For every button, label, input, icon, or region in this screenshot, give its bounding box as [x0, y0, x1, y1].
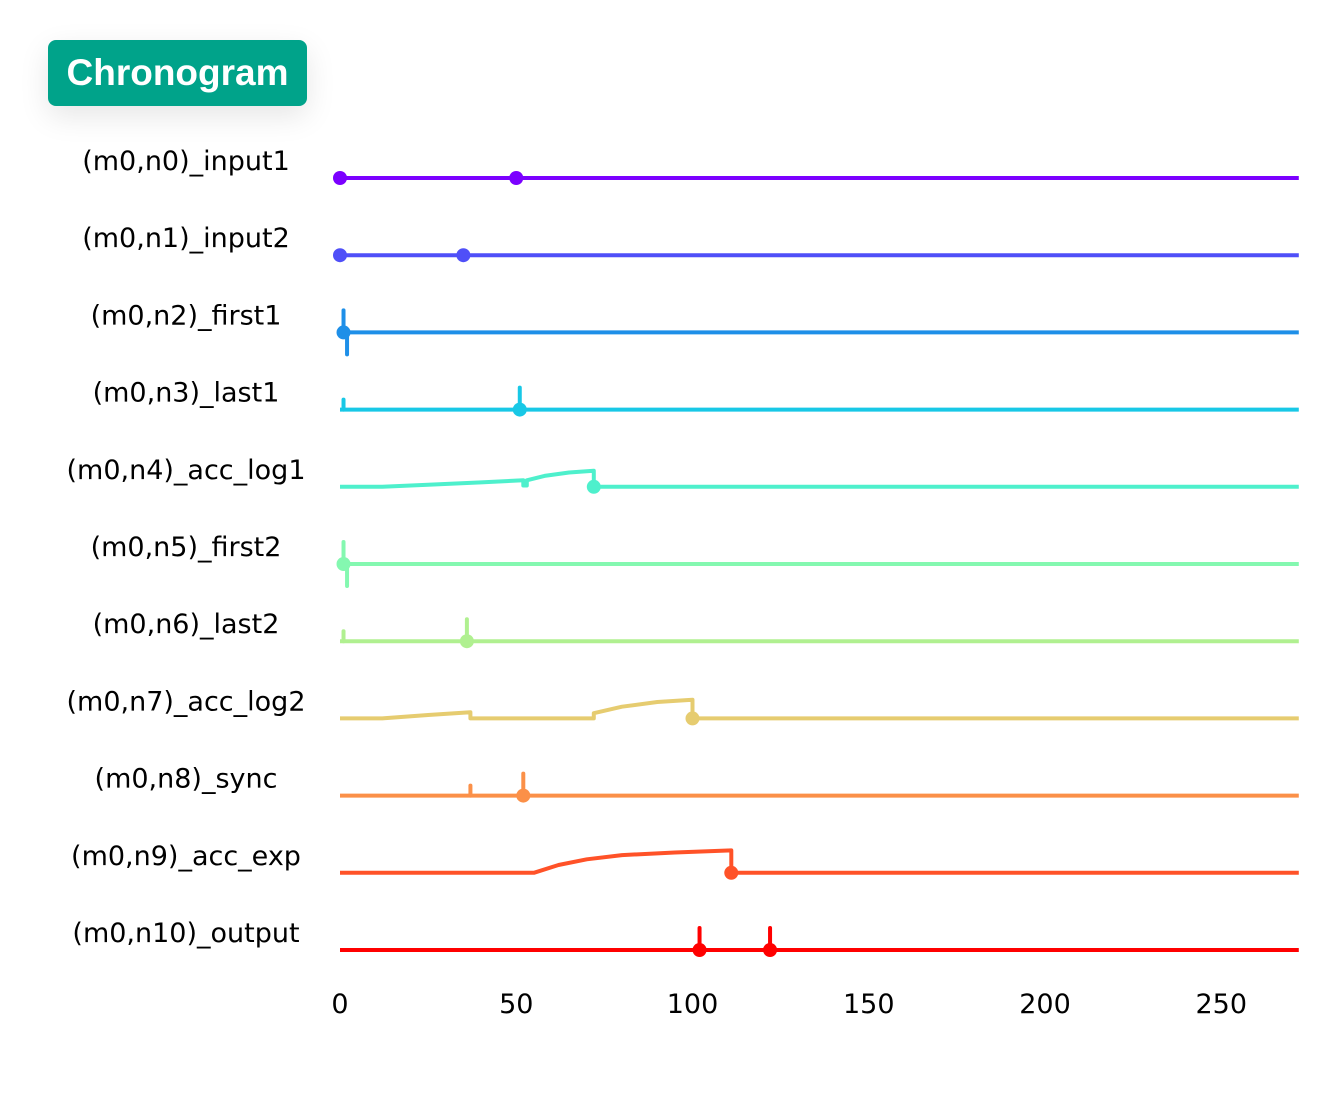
- signal-label: (m0,n1)_input2: [82, 223, 290, 254]
- signal-row: (m0,n10)_output: [72, 918, 1299, 957]
- signal-row: (m0,n1)_input2: [82, 223, 1299, 263]
- signal-trace: [340, 697, 1299, 721]
- x-tick-label: 250: [1195, 989, 1247, 1020]
- x-tick-label: 200: [1019, 989, 1071, 1020]
- event-dot: [724, 865, 739, 880]
- event-dot: [692, 943, 707, 957]
- signal-row: (m0,n5)_first2: [91, 532, 1299, 588]
- signal-row: (m0,n4)_acc_log1: [67, 455, 1299, 494]
- event-dot: [509, 171, 524, 185]
- x-tick-label: 0: [331, 989, 348, 1020]
- signal-label: (m0,n2)_first1: [91, 300, 282, 331]
- signal-label: (m0,n4)_acc_log1: [67, 455, 306, 486]
- signal-label: (m0,n6)_last2: [93, 609, 280, 640]
- event-dot: [336, 325, 351, 340]
- signal-row: (m0,n0)_input1: [82, 146, 1299, 185]
- signal-trace: [340, 848, 1299, 875]
- event-dot: [459, 634, 474, 649]
- signal-label: (m0,n7)_acc_log2: [67, 686, 306, 717]
- signal-trace: [340, 468, 1299, 489]
- event-dot: [763, 943, 778, 957]
- x-tick-label: 150: [843, 989, 895, 1020]
- signal-row: (m0,n9)_acc_exp: [71, 841, 1299, 880]
- signal-row: (m0,n8)_sync: [95, 764, 1299, 803]
- signal-label: (m0,n8)_sync: [95, 764, 278, 795]
- signal-row: (m0,n7)_acc_log2: [67, 686, 1299, 726]
- signal-row: (m0,n3)_last1: [93, 378, 1299, 417]
- event-dot: [685, 711, 700, 726]
- event-dot: [333, 171, 347, 185]
- x-tick-label: 100: [667, 989, 719, 1020]
- signal-row: (m0,n6)_last2: [93, 609, 1299, 649]
- signal-label: (m0,n10)_output: [72, 918, 299, 949]
- event-dot: [516, 788, 531, 803]
- event-dot: [512, 402, 527, 417]
- chronogram-title: Chronogram: [48, 40, 307, 106]
- event-dot: [336, 557, 351, 571]
- signal-label: (m0,n5)_first2: [91, 532, 282, 563]
- signal-label: (m0,n0)_input1: [82, 146, 290, 177]
- signal-label: (m0,n9)_acc_exp: [71, 841, 301, 872]
- x-tick-label: 50: [499, 989, 533, 1020]
- event-dot: [456, 248, 471, 263]
- event-dot: [333, 248, 347, 263]
- event-dot: [586, 479, 601, 494]
- signal-row: (m0,n2)_first1: [91, 300, 1299, 357]
- signal-label: (m0,n3)_last1: [93, 378, 280, 409]
